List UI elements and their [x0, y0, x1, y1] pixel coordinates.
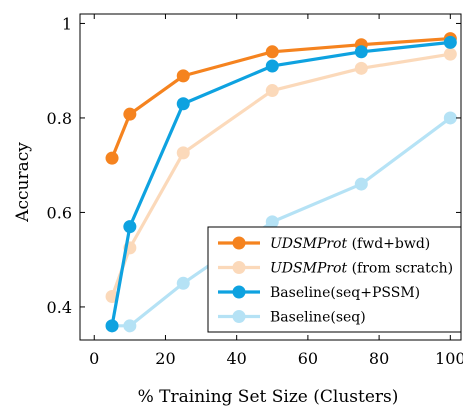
legend-entry: Baseline(seq+PSSM) — [218, 285, 420, 301]
data-point — [123, 220, 137, 234]
x-tick-label: 60 — [298, 349, 318, 368]
legend-swatch-marker — [232, 261, 246, 274]
legend-label-italic: UDSMProt — [270, 261, 347, 277]
x-tick-label: 0 — [89, 349, 99, 368]
ticks-layer: 0 20 40 60 80 100 0.4 0.6 0.8 1 — [47, 14, 463, 368]
y-tick-label: 0.6 — [47, 203, 72, 222]
legend-swatch — [218, 261, 260, 274]
legend-swatch-marker — [232, 310, 246, 323]
legend-swatch — [218, 310, 260, 323]
legend: UDSMProt (fwd+bwd)UDSMProt (from scratch… — [207, 226, 462, 333]
y-tick-label: 0.4 — [47, 298, 72, 317]
data-point — [123, 319, 137, 333]
data-point — [443, 111, 457, 125]
x-tick-label: 80 — [369, 349, 389, 368]
data-point — [105, 319, 119, 333]
legend-label-italic: UDSMProt — [270, 236, 347, 252]
data-point — [105, 151, 119, 165]
plot-axes — [79, 13, 462, 341]
series-line — [110, 40, 451, 327]
data-point — [354, 61, 368, 75]
legend-swatch-marker — [232, 236, 246, 250]
legend-entry: UDSMProt (from scratch) — [218, 261, 453, 277]
data-point — [443, 47, 457, 61]
plot-frame — [79, 13, 462, 341]
data-point — [123, 107, 137, 121]
legend-swatch-marker — [232, 285, 246, 299]
legend-label-text: Baseline(seq+PSSM) — [270, 285, 420, 301]
legend-entry: UDSMProt (fwd+bwd) — [218, 236, 430, 252]
series-baseline-seq-pssm — [105, 35, 457, 333]
data-point — [265, 45, 279, 59]
x-tick-label: 40 — [226, 349, 246, 368]
legend-swatch — [218, 236, 260, 250]
legend-label-text: (fwd+bwd) — [347, 236, 430, 252]
x-tick-label: 100 — [435, 349, 463, 368]
data-point — [443, 35, 457, 49]
data-point — [354, 45, 368, 59]
legend-label: UDSMProt (from scratch) — [270, 261, 453, 277]
data-point — [354, 177, 368, 191]
data-point — [176, 146, 190, 160]
x-axis-label: % Training Set Size (Clusters) — [138, 387, 399, 407]
series-udsmprot-fwd-bwd — [105, 32, 457, 165]
data-point — [265, 59, 279, 73]
data-point — [265, 215, 279, 229]
legend-label: Baseline(seq+PSSM) — [270, 285, 420, 301]
y-axis-label: Accuracy — [13, 142, 33, 223]
legend-label-text: (from scratch) — [347, 261, 453, 277]
legend-label-text: Baseline(seq) — [270, 310, 366, 326]
series-line — [110, 36, 451, 159]
data-point — [176, 97, 190, 111]
legend-entry: Baseline(seq) — [218, 310, 366, 326]
legend-swatch — [218, 285, 260, 299]
series-line — [110, 52, 451, 298]
y-tick-label: 1 — [62, 14, 72, 33]
data-point — [176, 69, 190, 83]
legend-label: Baseline(seq) — [270, 310, 366, 326]
x-tick-label: 20 — [155, 349, 175, 368]
y-tick-label: 0.8 — [47, 109, 72, 128]
legend-label: UDSMProt (fwd+bwd) — [270, 236, 430, 252]
data-point — [265, 84, 279, 98]
data-point — [176, 276, 190, 290]
